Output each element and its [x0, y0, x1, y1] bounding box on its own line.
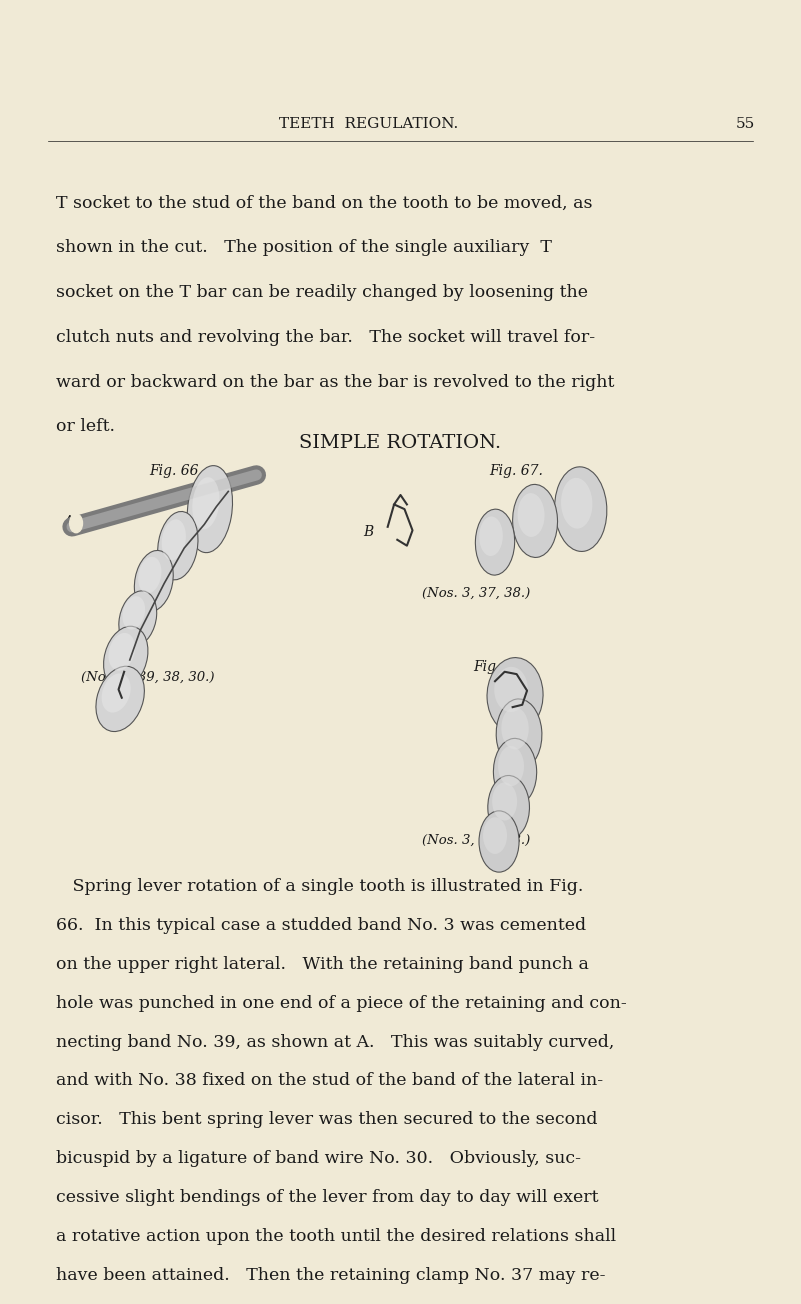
Ellipse shape	[493, 738, 537, 806]
Text: 66.  In this typical case a studded band No. 3 was cemented: 66. In this typical case a studded band …	[56, 917, 586, 934]
Text: (Nos. 3, 37, 38.): (Nos. 3, 37, 38.)	[422, 587, 531, 600]
Ellipse shape	[108, 632, 135, 670]
Ellipse shape	[123, 596, 145, 630]
Ellipse shape	[119, 591, 157, 647]
Text: Fig. 67.: Fig. 67.	[489, 464, 544, 479]
Text: clutch nuts and revolving the bar.   The socket will travel for-: clutch nuts and revolving the bar. The s…	[56, 329, 595, 346]
Ellipse shape	[479, 811, 519, 872]
Ellipse shape	[554, 467, 607, 552]
Text: and with No. 38 fixed on the stud of the band of the lateral in-: and with No. 38 fixed on the stud of the…	[56, 1072, 603, 1089]
Text: shown in the cut.   The position of the single auxiliary  T: shown in the cut. The position of the si…	[56, 239, 552, 257]
Ellipse shape	[483, 818, 507, 854]
Ellipse shape	[138, 557, 162, 593]
Ellipse shape	[488, 776, 529, 840]
Text: T socket to the stud of the band on the tooth to be moved, as: T socket to the stud of the band on the …	[56, 194, 593, 211]
Text: B: B	[364, 524, 373, 539]
Text: bicuspid by a ligature of band wire No. 30.   Obviously, suc-: bicuspid by a ligature of band wire No. …	[56, 1150, 581, 1167]
Text: SIMPLE ROTATION.: SIMPLE ROTATION.	[300, 434, 501, 452]
Text: necting band No. 39, as shown at A.   This was suitably curved,: necting band No. 39, as shown at A. This…	[56, 1034, 614, 1051]
Ellipse shape	[513, 484, 557, 557]
Text: Fig. 66.: Fig. 66.	[149, 464, 203, 479]
Text: Spring lever rotation of a single tooth is illustrated in Fig.: Spring lever rotation of a single tooth …	[56, 878, 583, 895]
Ellipse shape	[496, 699, 542, 769]
Ellipse shape	[498, 746, 524, 786]
Text: A: A	[63, 515, 73, 529]
Text: hole was punched in one end of a piece of the retaining and con-: hole was punched in one end of a piece o…	[56, 995, 627, 1012]
Ellipse shape	[96, 666, 144, 732]
Ellipse shape	[187, 466, 232, 553]
Ellipse shape	[475, 509, 515, 575]
Ellipse shape	[487, 657, 543, 733]
Ellipse shape	[517, 493, 545, 537]
Ellipse shape	[494, 666, 528, 712]
Ellipse shape	[501, 707, 529, 750]
Ellipse shape	[102, 673, 131, 712]
Text: cessive slight bendings of the lever from day to day will exert: cessive slight bendings of the lever fro…	[56, 1189, 598, 1206]
Text: or left.: or left.	[56, 419, 115, 436]
Ellipse shape	[479, 516, 503, 556]
Ellipse shape	[103, 626, 148, 689]
Text: socket on the T bar can be readily changed by loosening the: socket on the T bar can be readily chang…	[56, 284, 588, 301]
Text: ward or backward on the bar as the bar is revolved to the right: ward or backward on the bar as the bar i…	[56, 374, 614, 391]
Text: 55: 55	[735, 117, 755, 130]
Text: on the upper right lateral.   With the retaining band punch a: on the upper right lateral. With the ret…	[56, 956, 589, 973]
Ellipse shape	[192, 477, 219, 529]
Text: Fig. 68.: Fig. 68.	[473, 660, 528, 674]
Text: (Nos. 3, 39, 38, 30.): (Nos. 3, 39, 38, 30.)	[82, 672, 215, 685]
Ellipse shape	[158, 511, 198, 580]
Text: a rotative action upon the tooth until the desired relations shall: a rotative action upon the tooth until t…	[56, 1228, 616, 1245]
Text: have been attained.   Then the retaining clamp No. 37 may re-: have been attained. Then the retaining c…	[56, 1267, 606, 1284]
Text: TEETH  REGULATION.: TEETH REGULATION.	[279, 117, 458, 130]
Ellipse shape	[561, 477, 593, 528]
Text: cisor.   This bent spring lever was then secured to the second: cisor. This bent spring lever was then s…	[56, 1111, 598, 1128]
Ellipse shape	[492, 782, 517, 820]
Ellipse shape	[135, 550, 173, 612]
Text: (Nos. 3, 37, 38.): (Nos. 3, 37, 38.)	[422, 833, 531, 846]
Ellipse shape	[162, 519, 186, 561]
Circle shape	[70, 514, 83, 533]
